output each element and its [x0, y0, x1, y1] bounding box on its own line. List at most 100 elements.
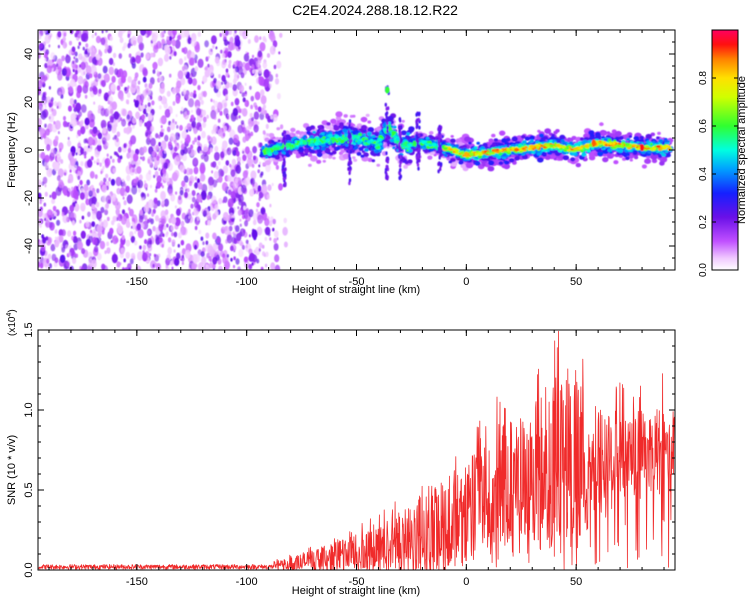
noise-blob [184, 90, 191, 100]
signal-blob [325, 132, 330, 135]
noise-blob [141, 114, 145, 120]
noise-blob [54, 257, 59, 264]
noise-blob [264, 226, 271, 236]
noise-blob [138, 99, 142, 105]
noise-blob [178, 195, 182, 201]
noise-blob [80, 67, 86, 77]
noise-blob [197, 136, 201, 141]
noise-blob [76, 85, 83, 94]
noise-blob [254, 35, 259, 43]
noise-blob [54, 211, 57, 217]
noise-blob [182, 153, 187, 162]
noise-blob [77, 79, 81, 83]
noise-blob [93, 160, 96, 164]
noise-blob [104, 250, 107, 255]
signal-blob [521, 154, 528, 160]
noise-blob [156, 40, 162, 49]
noise-blob [119, 37, 124, 44]
noise-blob [100, 170, 103, 175]
signal-blob [537, 152, 542, 156]
noise-blob [194, 244, 198, 250]
noise-blob [80, 61, 86, 70]
noise-blob [103, 177, 107, 183]
noise-blob [210, 98, 213, 103]
signal-blob [522, 140, 527, 144]
noise-blob [183, 175, 189, 183]
noise-blob [46, 258, 50, 264]
noise-blob [177, 70, 184, 80]
signal-blob [331, 144, 336, 148]
noise-blob [155, 263, 162, 270]
noise-blob [161, 200, 165, 205]
signal-blob [376, 127, 381, 131]
noise-blob [229, 163, 232, 168]
noise-blob [222, 125, 227, 132]
signal-blob [501, 138, 507, 143]
noise-blob [135, 54, 142, 64]
noise-blob [205, 240, 209, 246]
noise-blob [155, 215, 159, 222]
noise-blob [127, 76, 132, 83]
noise-blob [105, 133, 111, 141]
noise-blob [174, 205, 177, 209]
noise-blob [263, 69, 270, 79]
noise-blob [246, 52, 249, 56]
noise-blob [96, 158, 100, 163]
noise-blob [257, 169, 261, 174]
noise-blob [164, 53, 169, 62]
noise-blob [208, 48, 214, 56]
noise-blob [211, 136, 217, 145]
noise-blob [68, 105, 72, 112]
spectrogram-blobs [38, 30, 674, 270]
signal-blob [315, 131, 320, 136]
noise-blob [77, 184, 80, 188]
noise-blob [265, 163, 271, 173]
noise-blob [80, 267, 84, 270]
signal-blob [597, 151, 604, 157]
noise-blob [258, 164, 261, 168]
noise-blob [144, 180, 147, 184]
noise-blob [265, 123, 269, 129]
noise-blob [196, 194, 202, 203]
noise-blob [273, 243, 279, 251]
noise-blob [243, 53, 250, 62]
noise-blob [181, 261, 184, 265]
noise-blob [122, 196, 125, 200]
noise-blob [138, 215, 144, 223]
noise-blob [235, 225, 240, 233]
noise-blob [218, 265, 223, 270]
noise-blob [89, 73, 93, 79]
noise-blob [44, 58, 47, 62]
noise-blob [49, 156, 53, 162]
noise-blob [57, 168, 64, 178]
noise-blob [230, 101, 234, 107]
noise-blob [172, 172, 178, 182]
signal-blob [610, 153, 615, 157]
noise-blob [99, 162, 102, 167]
noise-blob [168, 183, 173, 191]
noise-blob [38, 101, 43, 107]
noise-blob [232, 84, 237, 92]
noise-blob [276, 237, 279, 241]
signal-blob [551, 133, 555, 137]
noise-blob [146, 108, 149, 113]
noise-blob [75, 57, 79, 63]
noise-blob [58, 179, 64, 189]
signal-blob [665, 153, 671, 158]
signal-blob [641, 164, 648, 169]
noise-blob [224, 39, 229, 46]
noise-blob [222, 165, 229, 174]
noise-blob [144, 214, 148, 221]
signal-blob [400, 130, 407, 136]
noise-blob [230, 257, 233, 262]
noise-blob [179, 164, 185, 172]
noise-blob [142, 252, 148, 262]
signal-blob [560, 139, 566, 144]
noise-blob [63, 172, 67, 176]
noise-blob [120, 247, 125, 255]
noise-blob [251, 228, 255, 233]
noise-blob [38, 51, 41, 59]
noise-blob [162, 172, 169, 182]
signal-blob [498, 161, 504, 166]
